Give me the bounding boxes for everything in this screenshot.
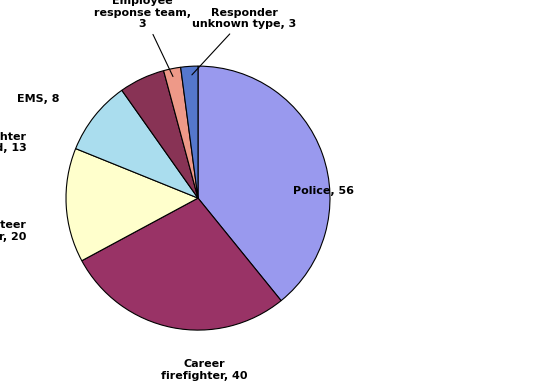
Text: EMS, 8: EMS, 8 [17,94,59,104]
Wedge shape [76,90,198,198]
Text: Volunteer
firefighter, 20: Volunteer firefighter, 20 [0,220,26,242]
Text: Responder
unknown type, 3: Responder unknown type, 3 [192,8,296,75]
Wedge shape [180,66,198,198]
Text: Career
firefighter, 40: Career firefighter, 40 [161,359,248,381]
Text: Firefighter
unspecified, 13: Firefighter unspecified, 13 [0,132,26,154]
Text: Employee
response team,
3: Employee response team, 3 [94,0,191,77]
Text: Police, 56: Police, 56 [293,187,354,196]
Wedge shape [198,66,330,301]
Wedge shape [66,149,198,261]
Wedge shape [82,198,281,330]
Wedge shape [122,70,198,198]
Wedge shape [163,67,198,198]
